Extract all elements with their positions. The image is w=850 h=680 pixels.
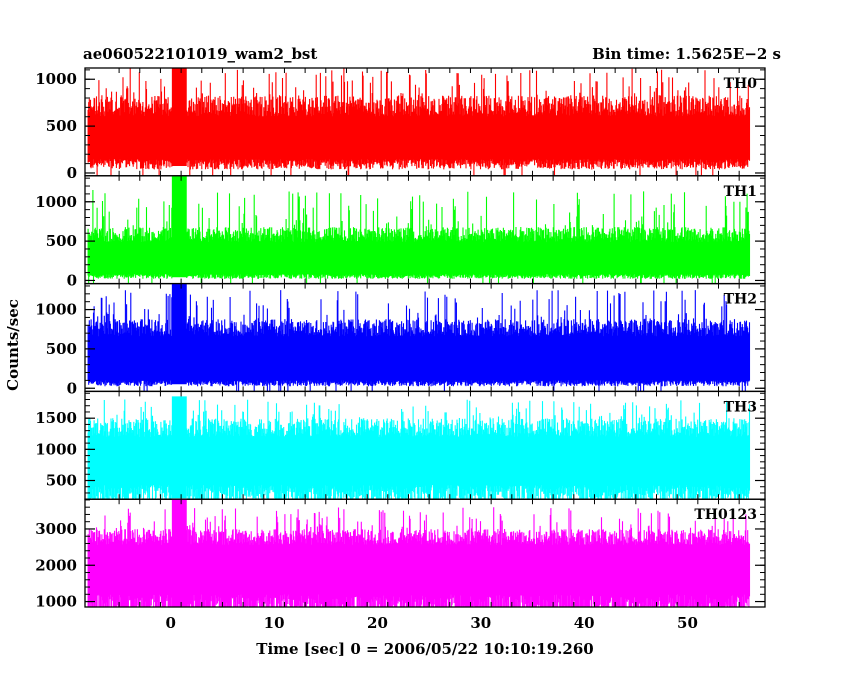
y-tick-label-th1: 1000 <box>35 193 77 211</box>
panels: TH005001000TH105001000TH205001000TH35001… <box>35 67 766 632</box>
x-tick-label: 40 <box>574 614 595 632</box>
series-th0123 <box>87 499 751 608</box>
y-tick-label-th2: 0 <box>67 379 77 397</box>
series-th1 <box>87 175 751 284</box>
x-tick-label: 50 <box>677 614 698 632</box>
x-tick-label: 0 <box>166 614 176 632</box>
y-tick-label-th1: 500 <box>46 232 77 250</box>
x-tick-label: 30 <box>470 614 491 632</box>
chart-title: ae060522101019_wam2_bst <box>83 45 317 63</box>
y-tick-label-th0123: 1000 <box>35 593 77 611</box>
y-tick-label-th2: 1000 <box>35 301 77 319</box>
x-tick-label: 10 <box>264 614 285 632</box>
panel-label-th3: TH3 <box>724 399 757 415</box>
x-axis-label: Time [sec] 0 = 2006/05/22 10:10:19.260 <box>256 640 593 658</box>
series-th0 <box>87 68 751 176</box>
y-tick-label-th0123: 3000 <box>35 520 77 538</box>
y-tick-label-th3: 500 <box>46 472 77 490</box>
bin-time-label: Bin time: 1.5625E−2 s <box>592 45 781 63</box>
y-tick-label-th2: 500 <box>46 340 77 358</box>
panel-label-th1: TH1 <box>724 184 757 200</box>
y-tick-label-th0: 0 <box>67 164 77 182</box>
series-th3 <box>87 396 751 500</box>
y-tick-label-th0: 1000 <box>35 70 77 88</box>
panel-frame-th0123 <box>84 498 766 608</box>
y-tick-label-th0123: 2000 <box>35 556 77 574</box>
x-tick-label: 20 <box>367 614 388 632</box>
y-tick-label-th3: 1000 <box>35 440 77 458</box>
y-tick-label-th3: 1500 <box>35 409 77 427</box>
y-tick-label-th1: 0 <box>67 271 77 289</box>
panel-label-th2: TH2 <box>724 292 757 308</box>
series-th2 <box>87 283 751 392</box>
y-axis-label: Counts/sec <box>4 299 22 391</box>
panel-label-th0123: TH0123 <box>694 507 757 523</box>
y-tick-label-th0: 500 <box>46 117 77 135</box>
panel-label-th0: TH0 <box>724 76 758 92</box>
